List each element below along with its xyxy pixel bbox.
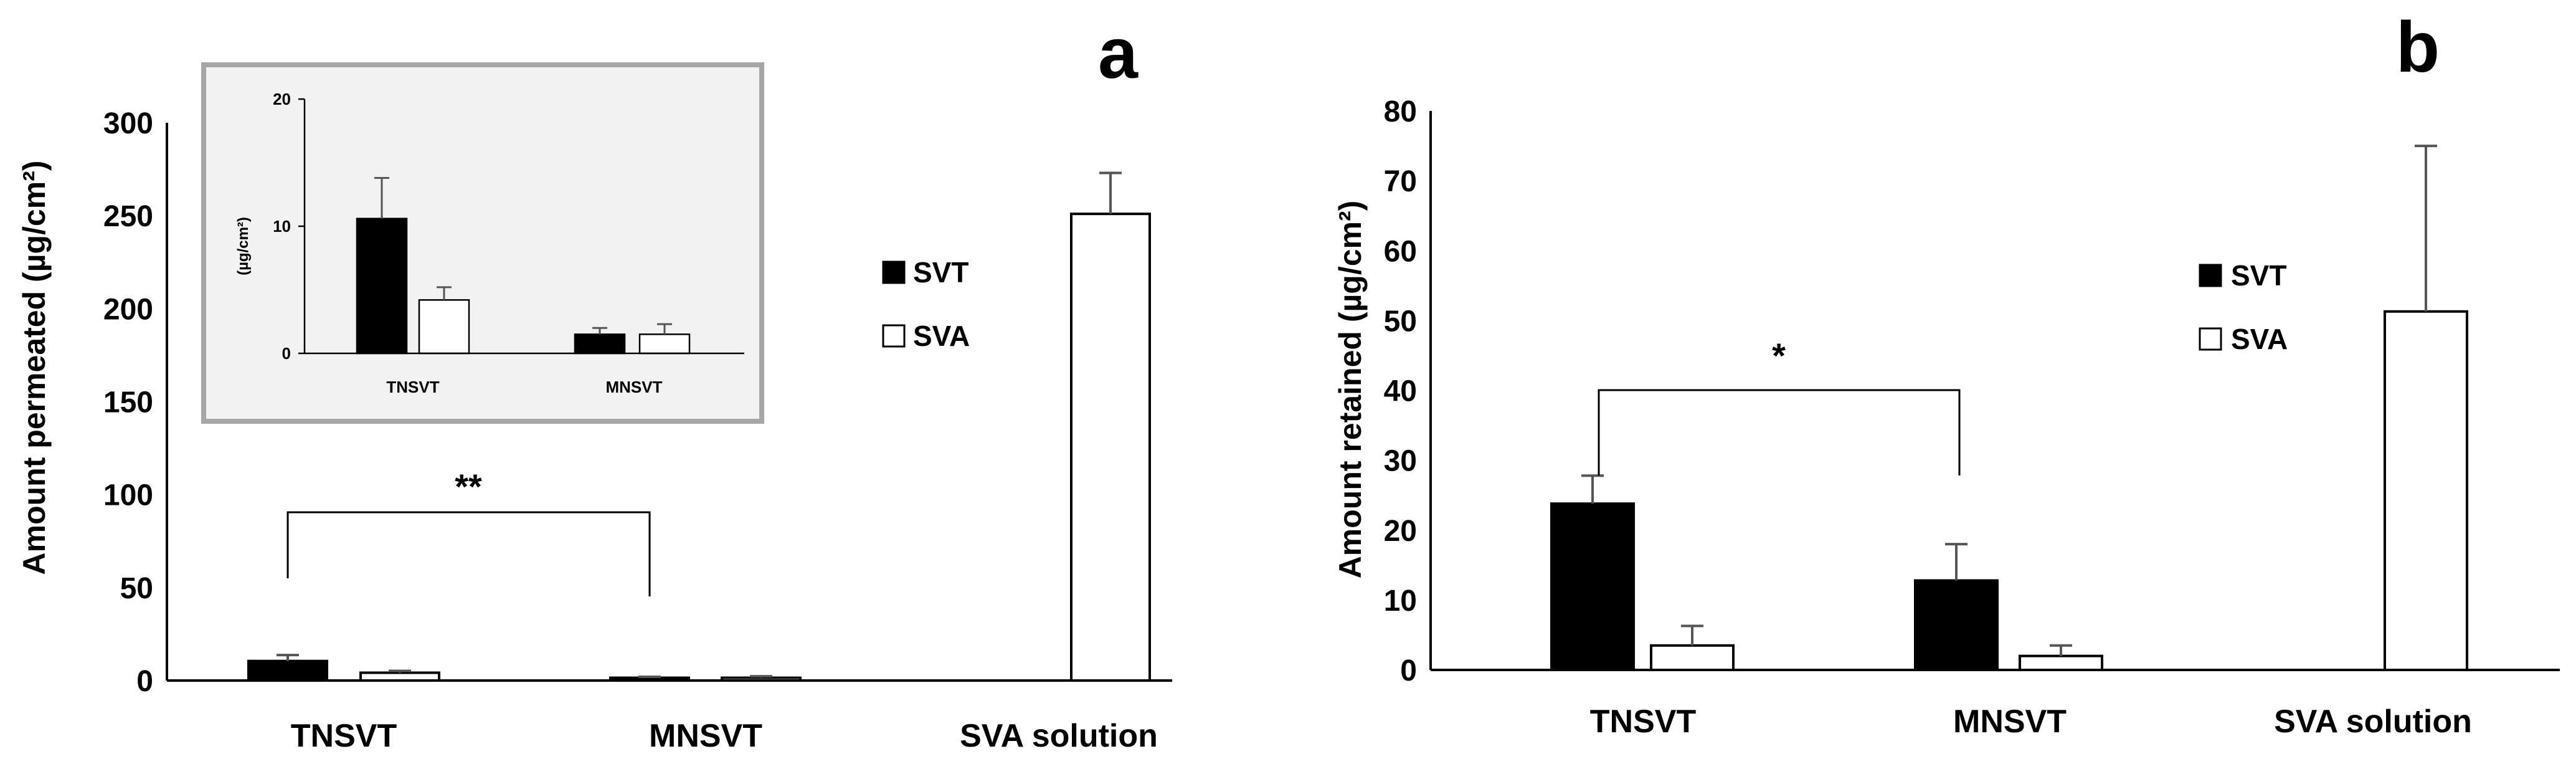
panel-a-significance-label: **: [455, 467, 482, 506]
panel-a-inset-y-axis-label: (µg/cm²): [235, 217, 252, 275]
panel-b-significance-bracket: [1598, 389, 1961, 476]
panel-a-inset-bars: [356, 217, 691, 355]
panel-a-y-tick-label: 100: [103, 479, 153, 512]
panel-b-legend-svt: SVT: [2231, 259, 2286, 292]
panel-a-legend-sva: SVA: [913, 320, 970, 352]
panel-a-category-label: MNSVT: [649, 718, 762, 754]
panel-a-inset-category-label: MNSVT: [606, 378, 663, 396]
panel-a-legend-swatch-sva: [882, 324, 906, 348]
panel-b-y-axis-label: Amount retained (µg/cm²): [1333, 201, 1368, 579]
panel-b-label: b: [2396, 7, 2440, 87]
panel-a-category-label: TNSVT: [291, 718, 397, 754]
panel-a-inset-bar-sva: [418, 299, 470, 355]
panel-b-y-ticks: 0 10 20 30 40 50 60 70 80: [1384, 95, 1417, 687]
panel-a-y-axis-label: Amount permeated (µg/cm²): [17, 161, 52, 575]
panel-a-y-tick-label: 50: [120, 572, 153, 605]
panel-a-bar-sva: [1070, 213, 1151, 682]
panel-a-y-tick-label: 0: [136, 665, 153, 698]
panel-a-y-tick-label: 300: [103, 107, 153, 140]
panel-b-category-labels: TNSVT MNSVT SVA solution: [1590, 704, 2472, 740]
panel-a-label: a: [1098, 14, 1139, 93]
panel-a-y-tick-label: 150: [103, 386, 153, 419]
panel-b-chart: b Amount retained (µg/cm²) 0 10 20 30 40 50 60…: [1333, 7, 2560, 740]
panel-b-bar-svt: [1914, 579, 1999, 671]
panel-b-y-tick-label: 80: [1384, 95, 1417, 128]
panel-a-category-label: SVA solution: [960, 718, 1158, 754]
panel-b-y-tick-label: 20: [1384, 515, 1417, 548]
panel-a-chart: a Amount permeated (µg/cm²) 050100150200…: [17, 14, 1172, 754]
panel-a-category-labels: TNSVT MNSVT SVA solution: [291, 718, 1158, 754]
panel-b-y-tick-label: 60: [1384, 235, 1417, 268]
panel-a-inset-error-bars: [374, 176, 672, 335]
panel-b-bar-sva: [1650, 644, 1735, 671]
panel-a-inset-chart: (µg/cm²) 0 10 20 TNSVT MNSVT: [201, 62, 764, 424]
panel-b-y-tick-label: 70: [1384, 165, 1417, 198]
panel-b-legend-swatch-svt: [2199, 264, 2222, 287]
panel-b-bars: [1550, 310, 2468, 672]
panel-b-significance-label: *: [1772, 336, 1786, 375]
panel-b-legend-swatch-sva: [2199, 327, 2222, 351]
panel-b-legend-sva: SVA: [2231, 323, 2288, 355]
panel-b-category-label: TNSVT: [1590, 704, 1697, 740]
panel-b-error-bars: [1581, 145, 2437, 656]
panel-a-inset-frame: [201, 62, 764, 424]
panel-a-inset-bar-svt: [356, 217, 408, 355]
panel-b-bar-sva: [2384, 310, 2468, 671]
panel-b-category-label: MNSVT: [1953, 704, 2067, 740]
panel-b-y-tick-label: 10: [1384, 585, 1417, 618]
panel-a-legend-swatch-svt: [882, 260, 906, 284]
panel-a-inset-y-ticks: 0 10 20: [273, 90, 305, 363]
panel-a-y-tick-label: 200: [103, 293, 153, 326]
panel-a-bar-svt: [247, 659, 328, 682]
panel-b-bar-sva: [2019, 654, 2103, 671]
panel-a-legend-svt: SVT: [913, 256, 968, 289]
panel-b-category-label: SVA solution: [2274, 704, 2472, 740]
panel-a-inset-y-tick-label: 10: [273, 217, 291, 236]
panel-a-error-bars: [277, 171, 1122, 679]
panel-b-bar-svt: [1550, 502, 1635, 672]
panel-a-y-tick-label: 250: [103, 200, 153, 233]
panel-a-inset-y-tick-label: 0: [282, 344, 291, 363]
panel-b-y-tick-label: 50: [1384, 305, 1417, 338]
panel-b-y-tick-label: 0: [1400, 654, 1417, 687]
panel-a-inset-category-label: TNSVT: [386, 378, 439, 396]
panel-a-inset-category-labels: TNSVT MNSVT: [386, 378, 662, 396]
panel-a-inset-bar-svt: [574, 333, 626, 355]
panel-a-inset-y-tick-label: 20: [273, 90, 291, 108]
panel-a-bars: [247, 213, 1151, 682]
panel-b-y-tick-label: 40: [1384, 375, 1417, 408]
panel-a-inset-bar-sva: [638, 333, 691, 355]
panel-b-y-tick-label: 30: [1384, 445, 1417, 478]
panel-a-significance-bracket: [286, 511, 651, 596]
panel-a-y-ticks: 0 50 100 150 200 250 300: [103, 107, 153, 698]
